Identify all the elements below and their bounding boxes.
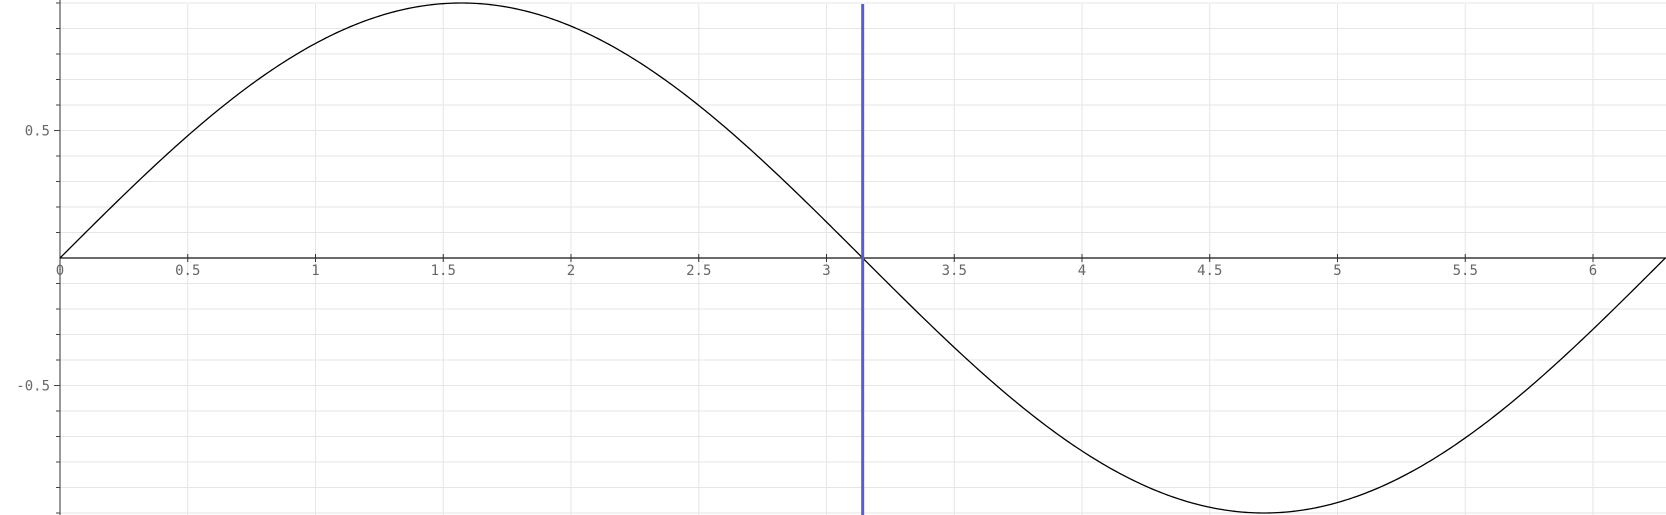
x-tick-label: 6 [1589,263,1597,279]
x-tick-label: 3.5 [942,263,967,279]
x-tick-label: 5.5 [1453,263,1478,279]
x-tick-label: 4 [1078,263,1086,279]
x-tick-label: 4.5 [1197,263,1222,279]
y-tick-label: -0.5 [16,379,50,395]
y-tick-label: 0.5 [25,124,50,140]
x-tick-label: 2.5 [686,263,711,279]
x-tick-label: 1 [311,263,319,279]
tick-labels: 0 0.5 1 1.5 2 2.5 3 3.5 4 4.5 5 5.5 6 0.5 -0.5 [16,124,1597,395]
x-tick-label: 0 [56,263,64,279]
x-tick-label: 1.5 [431,263,456,279]
x-tick-label: 0.5 [175,263,200,279]
tick-marks [54,2,1594,514]
x-tick-label: 2 [567,263,575,279]
x-tick-label: 5 [1333,263,1341,279]
x-tick-label: 3 [822,263,830,279]
